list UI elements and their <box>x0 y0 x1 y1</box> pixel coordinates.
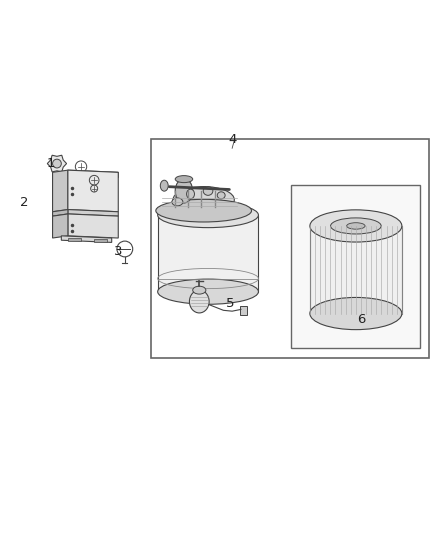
Ellipse shape <box>310 297 402 329</box>
Ellipse shape <box>203 187 213 195</box>
Bar <box>94 239 107 241</box>
Ellipse shape <box>217 192 225 199</box>
Ellipse shape <box>347 223 365 229</box>
Ellipse shape <box>190 290 209 313</box>
Ellipse shape <box>156 199 251 222</box>
Ellipse shape <box>173 187 234 213</box>
Ellipse shape <box>160 180 168 191</box>
Polygon shape <box>61 236 112 243</box>
Ellipse shape <box>175 179 193 203</box>
Bar <box>310 226 402 313</box>
Text: 3: 3 <box>114 245 123 257</box>
Bar <box>240 306 247 314</box>
Text: 4: 4 <box>228 133 237 146</box>
Bar <box>158 215 258 292</box>
Ellipse shape <box>158 279 258 304</box>
Text: 2: 2 <box>20 197 28 209</box>
Bar <box>68 238 81 241</box>
Ellipse shape <box>193 286 206 294</box>
Polygon shape <box>68 170 118 212</box>
Ellipse shape <box>172 198 183 206</box>
FancyArrowPatch shape <box>169 187 230 190</box>
Circle shape <box>53 159 61 168</box>
Ellipse shape <box>187 189 194 199</box>
Ellipse shape <box>310 210 402 242</box>
Ellipse shape <box>331 218 381 234</box>
Polygon shape <box>53 209 68 216</box>
Ellipse shape <box>158 203 258 228</box>
Polygon shape <box>68 209 118 216</box>
Polygon shape <box>47 155 67 172</box>
Ellipse shape <box>175 175 193 183</box>
Text: 6: 6 <box>357 312 366 326</box>
Text: 1: 1 <box>46 157 55 170</box>
Polygon shape <box>68 214 118 238</box>
Polygon shape <box>53 170 68 212</box>
Polygon shape <box>53 214 68 238</box>
Polygon shape <box>68 170 118 177</box>
Bar <box>151 140 429 359</box>
Text: 5: 5 <box>226 297 234 310</box>
Bar <box>291 185 420 348</box>
